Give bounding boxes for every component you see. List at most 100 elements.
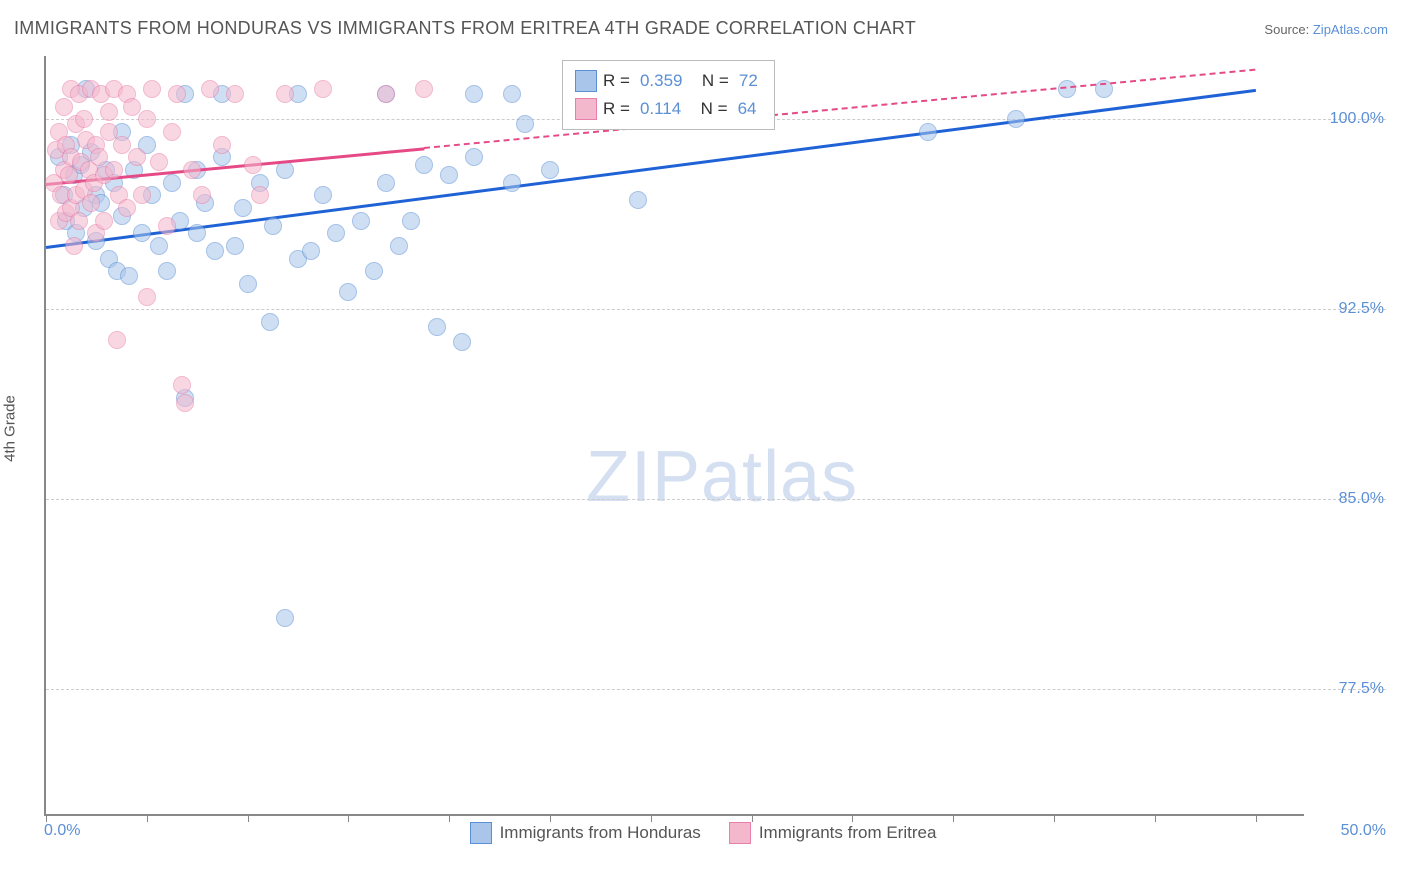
data-point [264, 217, 282, 235]
data-point [168, 85, 186, 103]
data-point [138, 110, 156, 128]
x-tick [348, 814, 349, 822]
data-point [188, 224, 206, 242]
stat-n-label: N = [692, 67, 728, 95]
data-point [503, 174, 521, 192]
data-point [193, 186, 211, 204]
stat-n-label: N = [691, 95, 727, 123]
x-tick [752, 814, 753, 822]
data-point [234, 199, 252, 217]
x-tick [46, 814, 47, 822]
y-tick-label: 92.5% [1339, 300, 1384, 318]
legend-swatch [470, 822, 492, 844]
stat-r-label: R = [603, 95, 630, 123]
data-point [465, 148, 483, 166]
stat-n-value: 72 [739, 67, 758, 95]
data-point [128, 148, 146, 166]
data-point [276, 85, 294, 103]
y-tick-label: 85.0% [1339, 490, 1384, 508]
stat-r-label: R = [603, 67, 630, 95]
gridline [46, 499, 1386, 500]
source-label: Source: [1264, 22, 1309, 37]
y-tick-label: 100.0% [1330, 110, 1384, 128]
data-point [123, 98, 141, 116]
data-point [138, 288, 156, 306]
data-point [133, 186, 151, 204]
x-tick [1155, 814, 1156, 822]
legend-label: Immigrants from Eritrea [759, 823, 937, 843]
data-point [75, 110, 93, 128]
x-tick [147, 814, 148, 822]
y-axis-title: 4th Grade [2, 395, 19, 462]
data-point [133, 224, 151, 242]
data-point [113, 136, 131, 154]
chart-title: IMMIGRANTS FROM HONDURAS VS IMMIGRANTS F… [14, 18, 916, 39]
data-point [339, 283, 357, 301]
data-point [100, 103, 118, 121]
stat-row: R = 0.359 N = 72 [575, 67, 762, 95]
data-point [261, 313, 279, 331]
data-point [95, 212, 113, 230]
data-point [503, 85, 521, 103]
x-tick [248, 814, 249, 822]
y-tick-label: 77.5% [1339, 680, 1384, 698]
data-point [629, 191, 647, 209]
legend: Immigrants from Honduras Immigrants from … [0, 822, 1406, 849]
data-point [415, 156, 433, 174]
correlation-stats-box: R = 0.359 N = 72 R = 0.114 N = 64 [562, 60, 775, 130]
data-point [402, 212, 420, 230]
data-point [150, 237, 168, 255]
data-point [158, 217, 176, 235]
data-point [302, 242, 320, 260]
data-point [226, 237, 244, 255]
data-point [244, 156, 262, 174]
data-point [352, 212, 370, 230]
data-point [201, 80, 219, 98]
data-point [173, 376, 191, 394]
data-point [541, 161, 559, 179]
data-point [428, 318, 446, 336]
chart-plot-area: ZIPatlas 77.5%85.0%92.5%100.0% [44, 56, 1304, 816]
x-tick [651, 814, 652, 822]
stat-n-value: 64 [738, 95, 757, 123]
data-point [314, 186, 332, 204]
legend-item: Immigrants from Eritrea [729, 822, 937, 844]
data-point [226, 85, 244, 103]
data-point [251, 186, 269, 204]
data-point [516, 115, 534, 133]
x-tick [1054, 814, 1055, 822]
data-point [239, 275, 257, 293]
data-point [70, 212, 88, 230]
data-point [90, 148, 108, 166]
data-point [919, 123, 937, 141]
series-swatch [575, 70, 597, 92]
gridline [46, 309, 1386, 310]
source-attribution: Source: ZipAtlas.com [1264, 22, 1388, 37]
data-point [314, 80, 332, 98]
data-point [163, 174, 181, 192]
data-point [1007, 110, 1025, 128]
data-point [176, 394, 194, 412]
data-point [65, 237, 83, 255]
series-swatch [575, 98, 597, 120]
data-point [206, 242, 224, 260]
data-point [163, 123, 181, 141]
data-point [120, 267, 138, 285]
x-tick [449, 814, 450, 822]
x-tick [1256, 814, 1257, 822]
watermark: ZIPatlas [586, 436, 858, 518]
x-tick [953, 814, 954, 822]
legend-label: Immigrants from Honduras [500, 823, 701, 843]
watermark-zip: ZIP [586, 437, 701, 517]
data-point [150, 153, 168, 171]
x-tick [852, 814, 853, 822]
data-point [276, 161, 294, 179]
data-point [377, 174, 395, 192]
data-point [55, 98, 73, 116]
stat-r-value: 0.114 [640, 95, 681, 123]
trend-line-extension [424, 69, 1256, 149]
source-link[interactable]: ZipAtlas.com [1313, 22, 1388, 37]
data-point [82, 194, 100, 212]
data-point [327, 224, 345, 242]
data-point [415, 80, 433, 98]
